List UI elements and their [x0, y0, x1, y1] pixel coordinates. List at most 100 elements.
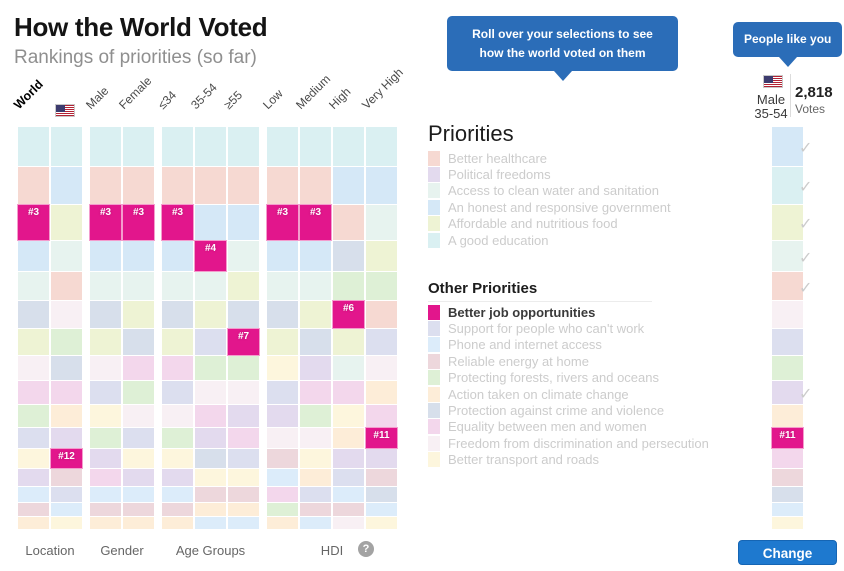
change-button[interactable]: Change [738, 540, 837, 565]
col-≥55-cell-better-healthcare[interactable] [228, 167, 259, 204]
col-Male-cell-affordable-and-nutritious-food[interactable] [90, 329, 121, 355]
col-Very High-cell-freedom-from-discrimination-and-persecution[interactable] [366, 356, 397, 380]
col-35-54-cell-phone-and-internet-access[interactable] [195, 517, 226, 529]
col-usa-cell-better-healthcare[interactable] [51, 272, 82, 300]
col-Female-cell-a-good-education[interactable] [123, 127, 154, 166]
col-Medium-cell-an-honest-and-responsive-government[interactable] [300, 241, 331, 271]
col-≥55-cell-action-taken-on-climate-change[interactable] [228, 503, 259, 516]
people-like-you-cell-better-transport-and-roads[interactable] [772, 517, 803, 529]
col-35-54-cell-support-for-people-who-can-t-work[interactable] [195, 329, 226, 355]
legend-item-phone[interactable]: Phone and internet access [428, 337, 709, 353]
legend-item-equality[interactable]: Equality between men and women [428, 419, 709, 435]
col-Very High-cell-protecting-forests-rivers-and-oceans[interactable] [366, 272, 397, 300]
col-Very High-cell-action-taken-on-climate-change[interactable] [366, 381, 397, 404]
col-Female-cell-action-taken-on-climate-change[interactable] [123, 517, 154, 529]
col-Male-cell-a-good-education[interactable] [90, 127, 121, 166]
people-like-you-cell-better-healthcare[interactable] [772, 272, 803, 300]
col-35-54-cell-action-taken-on-climate-change[interactable] [195, 503, 226, 516]
col-Low-cell-access-to-clean-water-and-sanitation[interactable] [267, 272, 298, 300]
col-High-cell-political-freedoms[interactable] [333, 449, 364, 468]
col-High-cell-protecting-forests-rivers-and-oceans[interactable] [333, 272, 364, 300]
col-Female-cell-support-for-people-who-can-t-work[interactable] [123, 428, 154, 448]
legend-item-jobs[interactable]: Better job opportunities [428, 304, 709, 320]
col-≤34-cell-equality-between-men-and-women[interactable] [162, 356, 193, 380]
col-≤34-cell-better-job-opportunities[interactable]: #3 [162, 205, 193, 240]
col-35-54-cell-reliable-energy-at-home[interactable] [195, 487, 226, 502]
col-≥55-cell-political-freedoms[interactable] [228, 405, 259, 427]
col-Low-cell-reliable-energy-at-home[interactable] [267, 449, 298, 468]
col-≤34-cell-action-taken-on-climate-change[interactable] [162, 517, 193, 529]
col-Female-cell-better-transport-and-roads[interactable] [123, 449, 154, 468]
legend-item-energy[interactable]: Reliable energy at home [428, 353, 709, 369]
col-usa-cell-a-good-education[interactable] [51, 127, 82, 166]
col-Very High-cell-better-transport-and-roads[interactable] [366, 517, 397, 529]
col-35-54-cell-equality-between-men-and-women[interactable] [195, 405, 226, 427]
people-like-you-cell-protecting-forests-rivers-and-oceans[interactable] [772, 356, 803, 380]
col-Medium-cell-better-job-opportunities[interactable]: #3 [300, 205, 331, 240]
col-High-cell-better-healthcare[interactable] [333, 205, 364, 240]
col-Low-cell-support-for-people-who-can-t-work[interactable] [267, 381, 298, 404]
col-usa-cell-better-transport-and-roads[interactable] [51, 517, 82, 529]
col-Female-cell-affordable-and-nutritious-food[interactable] [123, 301, 154, 328]
col-≤34-cell-affordable-and-nutritious-food[interactable] [162, 329, 193, 355]
col-Female-cell-political-freedoms[interactable] [123, 469, 154, 486]
col-Low-cell-freedom-from-discrimination-and-persecution[interactable] [267, 428, 298, 448]
col-World-cell-political-freedoms[interactable] [18, 469, 49, 486]
col-Very High-cell-affordable-and-nutritious-food[interactable] [366, 241, 397, 271]
col-High-cell-phone-and-internet-access[interactable] [333, 487, 364, 502]
col-Low-cell-protecting-forests-rivers-and-oceans[interactable] [267, 503, 298, 516]
col-Very High-cell-an-honest-and-responsive-government[interactable] [366, 167, 397, 204]
col-≤34-cell-reliable-energy-at-home[interactable] [162, 503, 193, 516]
col-Male-cell-support-for-people-who-can-t-work[interactable] [90, 381, 121, 404]
col-Male-cell-better-job-opportunities[interactable]: #3 [90, 205, 121, 240]
col-Male-cell-better-healthcare[interactable] [90, 167, 121, 204]
legend-item-discrim[interactable]: Freedom from discrimination and persecut… [428, 435, 709, 451]
col-Low-cell-better-healthcare[interactable] [267, 167, 298, 204]
col-Male-cell-protection-against-crime-and-violence[interactable] [90, 301, 121, 328]
col-Female-cell-protection-against-crime-and-violence[interactable] [123, 329, 154, 355]
col-≥55-cell-an-honest-and-responsive-government[interactable] [228, 205, 259, 240]
col-High-cell-protection-against-crime-and-violence[interactable] [333, 241, 364, 271]
col-World-cell-protecting-forests-rivers-and-oceans[interactable] [18, 405, 49, 427]
col-Very High-cell-equality-between-men-and-women[interactable] [366, 405, 397, 427]
people-like-you-cell-reliable-energy-at-home[interactable] [772, 469, 803, 486]
people-like-you-cell-phone-and-internet-access[interactable] [772, 503, 803, 516]
col-High-cell-action-taken-on-climate-change[interactable] [333, 428, 364, 448]
col-Female-cell-protecting-forests-rivers-and-oceans[interactable] [123, 381, 154, 404]
col-Female-cell-better-healthcare[interactable] [123, 167, 154, 204]
col-Very High-cell-a-good-education[interactable] [366, 127, 397, 166]
col-Very High-cell-political-freedoms[interactable] [366, 449, 397, 468]
help-icon[interactable]: ? [358, 541, 374, 557]
col-Male-cell-action-taken-on-climate-change[interactable] [90, 517, 121, 529]
col-≥55-cell-better-transport-and-roads[interactable] [228, 469, 259, 486]
col-usa-cell-political-freedoms[interactable] [51, 428, 82, 448]
legend-item-food[interactable]: Affordable and nutritious food [428, 216, 671, 232]
col-Very High-cell-better-job-opportunities[interactable]: #11 [366, 428, 397, 448]
col-Male-cell-freedom-from-discrimination-and-persecution[interactable] [90, 356, 121, 380]
col-World-cell-better-healthcare[interactable] [18, 167, 49, 204]
col-35-54-cell-better-healthcare[interactable] [195, 167, 226, 204]
col-Medium-cell-a-good-education[interactable] [300, 127, 331, 166]
col-Medium-cell-phone-and-internet-access[interactable] [300, 517, 331, 529]
col-Very High-cell-support-for-people-who-can-t-work[interactable] [366, 329, 397, 355]
col-World-cell-reliable-energy-at-home[interactable] [18, 503, 49, 516]
col-World-cell-better-job-opportunities[interactable]: #3 [18, 205, 49, 240]
col-High-cell-better-job-opportunities[interactable]: #6 [333, 301, 364, 328]
people-like-you-cell-political-freedoms[interactable] [772, 381, 803, 404]
col-World-cell-action-taken-on-climate-change[interactable] [18, 517, 49, 529]
col-usa-cell-action-taken-on-climate-change[interactable] [51, 405, 82, 427]
col-usa-cell-equality-between-men-and-women[interactable] [51, 381, 82, 404]
col-Male-cell-political-freedoms[interactable] [90, 449, 121, 468]
col-Low-cell-better-transport-and-roads[interactable] [267, 356, 298, 380]
col-≤34-cell-access-to-clean-water-and-sanitation[interactable] [162, 272, 193, 300]
col-Very High-cell-protection-against-crime-and-violence[interactable] [366, 487, 397, 502]
col-World-cell-freedom-from-discrimination-and-persecution[interactable] [18, 356, 49, 380]
col-Very High-cell-access-to-clean-water-and-sanitation[interactable] [366, 205, 397, 240]
col-Low-cell-political-freedoms[interactable] [267, 405, 298, 427]
col-High-cell-an-honest-and-responsive-government[interactable] [333, 167, 364, 204]
col-High-cell-access-to-clean-water-and-sanitation[interactable] [333, 356, 364, 380]
col-35-54-cell-better-job-opportunities[interactable]: #4 [195, 241, 226, 271]
legend-item-freedoms[interactable]: Political freedoms [428, 166, 671, 183]
legend-item-health[interactable]: Better healthcare [428, 150, 671, 166]
col-usa-cell-access-to-clean-water-and-sanitation[interactable] [51, 241, 82, 271]
